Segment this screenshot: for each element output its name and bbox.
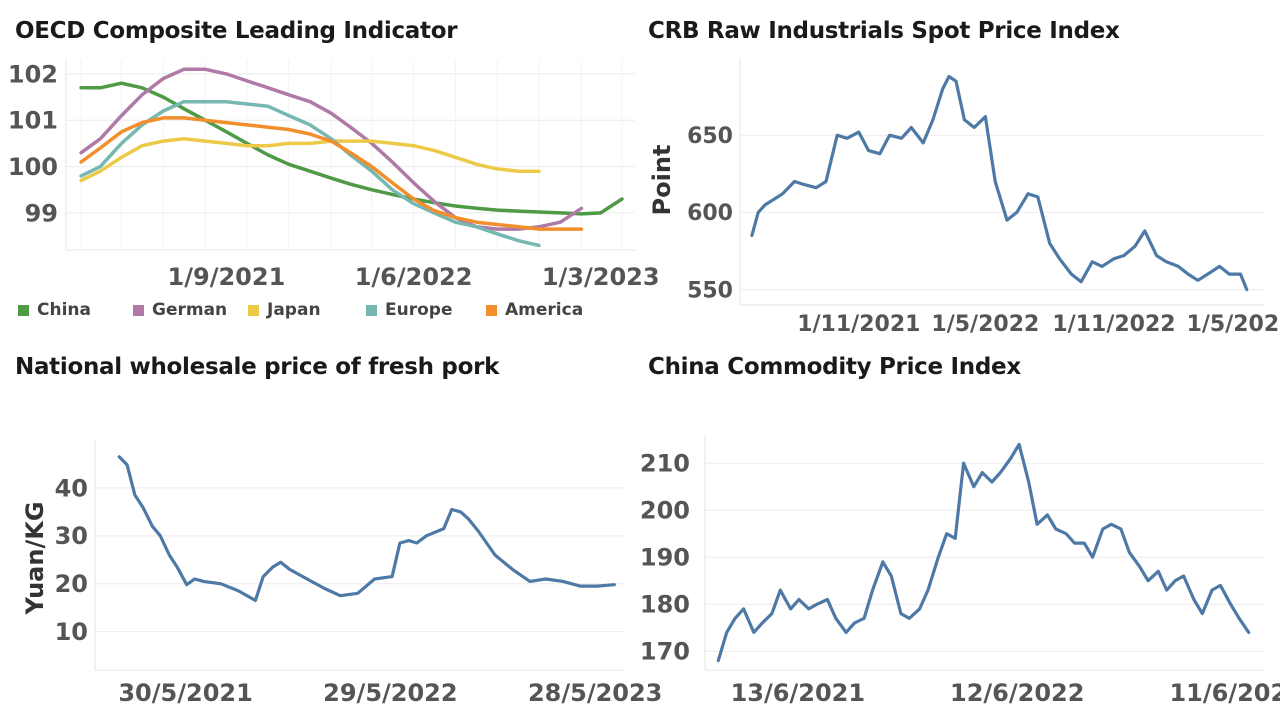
y-tick-label: 190 <box>640 544 690 572</box>
y-tick-label: 10 <box>55 618 88 646</box>
x-tick-label: 29/5/2022 <box>323 679 457 707</box>
legend-label: China <box>37 300 91 320</box>
y-tick-label: 210 <box>640 450 690 478</box>
legend-swatch <box>133 304 144 316</box>
y-tick-label: 200 <box>640 497 690 525</box>
legend-label: Europe <box>385 300 453 320</box>
chart-panel-pork: National wholesale price of fresh pork 1… <box>0 340 662 720</box>
legend-swatch <box>366 304 377 316</box>
y-tick-label: 600 <box>687 201 733 226</box>
x-tick-label: 28/5/2023 <box>528 679 662 707</box>
series-line-japan <box>79 137 541 183</box>
y-tick-label: 20 <box>55 570 88 598</box>
x-tick-label: 11/6/2023 <box>1169 679 1280 707</box>
legend-item-america: America <box>486 300 583 320</box>
x-tick-label: 1/5/2023 <box>1187 312 1280 337</box>
chart-panel-ccpi: China Commodity Price Index 170 180 190 200… <box>640 340 1280 720</box>
y-tick-label: 650 <box>687 124 733 149</box>
chart-panel-oecd: OECD Composite Leading Indicator 99 100 10… <box>0 0 660 340</box>
y-tick-label: 101 <box>8 107 58 135</box>
y-tick-label: 100 <box>8 153 58 181</box>
series-line <box>117 455 616 603</box>
series-line <box>750 74 1249 292</box>
x-tick-label: 30/5/2021 <box>118 679 252 707</box>
chart-plot: 99 100 101 102 1/9/2021 1/6/2022 1/3/2023 <box>8 60 660 291</box>
chart-plot: 550 600 650 1/11/2021 1/5/2022 1/11/2022 1/5/2… <box>648 58 1280 337</box>
x-tick-label: 1/6/2022 <box>355 263 473 291</box>
y-tick-label: 40 <box>55 474 88 502</box>
legend-item-china: China <box>18 300 91 320</box>
y-tick-label: 102 <box>8 60 58 88</box>
series-line <box>716 442 1251 663</box>
chart-plot: 170 180 190 200 210 13/6/2021 12/6/2022 11/6/20… <box>640 435 1280 707</box>
series-line-german <box>79 67 584 231</box>
legend-label: Japan <box>267 300 321 320</box>
x-tick-label: 1/5/2022 <box>931 312 1039 337</box>
y-axis-label: Yuan/KG <box>21 501 49 615</box>
legend-item-german: German <box>133 300 227 320</box>
y-tick-label: 99 <box>25 199 58 227</box>
legend-swatch <box>486 304 497 316</box>
x-tick-label: 12/6/2022 <box>950 679 1084 707</box>
legend-swatch <box>248 304 259 316</box>
legend: China German Japan Europe America <box>0 300 640 322</box>
x-tick-label: 1/9/2021 <box>168 263 286 291</box>
y-tick-label: 180 <box>640 591 690 619</box>
x-tick-label: 1/3/2023 <box>542 263 660 291</box>
legend-label: America <box>505 300 584 320</box>
series-line-china <box>79 81 624 216</box>
chart-title: National wholesale price of fresh pork <box>15 354 500 380</box>
series-line-europe <box>79 99 541 248</box>
y-tick-label: 550 <box>687 278 733 303</box>
legend-item-japan: Japan <box>248 300 321 320</box>
chart-panel-crb: CRB Raw Industrials Spot Price Index 550… <box>640 0 1280 340</box>
y-tick-label: 170 <box>640 638 690 666</box>
chart-plot: 10 20 30 40 30/5/2021 29/5/2022 28/5/2023 Yuan/… <box>21 440 662 707</box>
y-tick-label: 30 <box>55 522 88 550</box>
chart-title: CRB Raw Industrials Spot Price Index <box>648 18 1120 44</box>
x-tick-label: 1/11/2021 <box>797 312 920 337</box>
chart-title: OECD Composite Leading Indicator <box>15 18 458 44</box>
legend-label: German <box>152 300 228 320</box>
x-tick-label: 1/11/2022 <box>1052 312 1175 337</box>
legend-item-europe: Europe <box>366 300 452 320</box>
series-line-america <box>79 116 584 231</box>
y-axis-label: Point <box>648 145 676 216</box>
x-tick-label: 13/6/2021 <box>731 679 865 707</box>
legend-swatch <box>18 304 29 316</box>
chart-title: China Commodity Price Index <box>648 354 1021 380</box>
